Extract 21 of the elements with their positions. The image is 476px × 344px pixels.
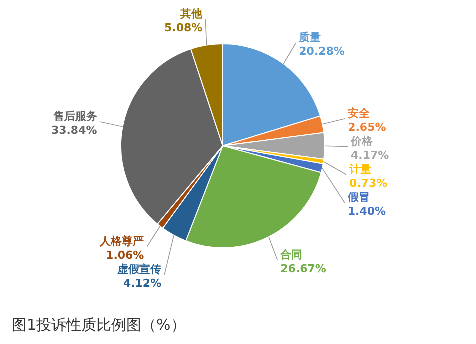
slice-label: 合同 (280, 248, 303, 262)
text: 图1投诉性质比例图（%） (12, 316, 186, 334)
data-label: 4.12% (123, 276, 162, 290)
slice-label: 人格尊严 (99, 234, 144, 248)
slice-label: 安全 (348, 106, 372, 120)
data-label: 33.84% (51, 124, 98, 138)
slice-label: 售后服务 (52, 110, 98, 124)
data-label: 26.67% (280, 262, 326, 276)
data-label: 0.73% (349, 176, 388, 190)
data-label: 20.28% (299, 45, 345, 58)
slice-label: 假冒 (346, 190, 370, 204)
data-label: 1.40% (348, 204, 386, 218)
data-label: 5.08% (164, 22, 203, 35)
slice-label: 质量 (298, 31, 322, 44)
data-label: 2.65% (348, 120, 386, 134)
slice-label: 虚假宣传 (116, 262, 162, 276)
slice-label: 计量 (348, 162, 372, 176)
data-label: 4.17% (351, 148, 390, 162)
data-label: 1.06% (106, 248, 144, 262)
slice-label: 其他 (180, 8, 204, 21)
slice-label: 价格 (350, 134, 374, 148)
